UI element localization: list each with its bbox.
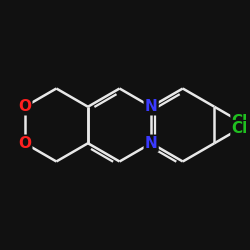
Text: N: N — [145, 99, 158, 114]
Text: N: N — [145, 136, 158, 151]
Text: O: O — [18, 136, 31, 151]
Text: Cl: Cl — [232, 114, 248, 129]
Text: Cl: Cl — [232, 121, 248, 136]
Text: O: O — [18, 99, 31, 114]
